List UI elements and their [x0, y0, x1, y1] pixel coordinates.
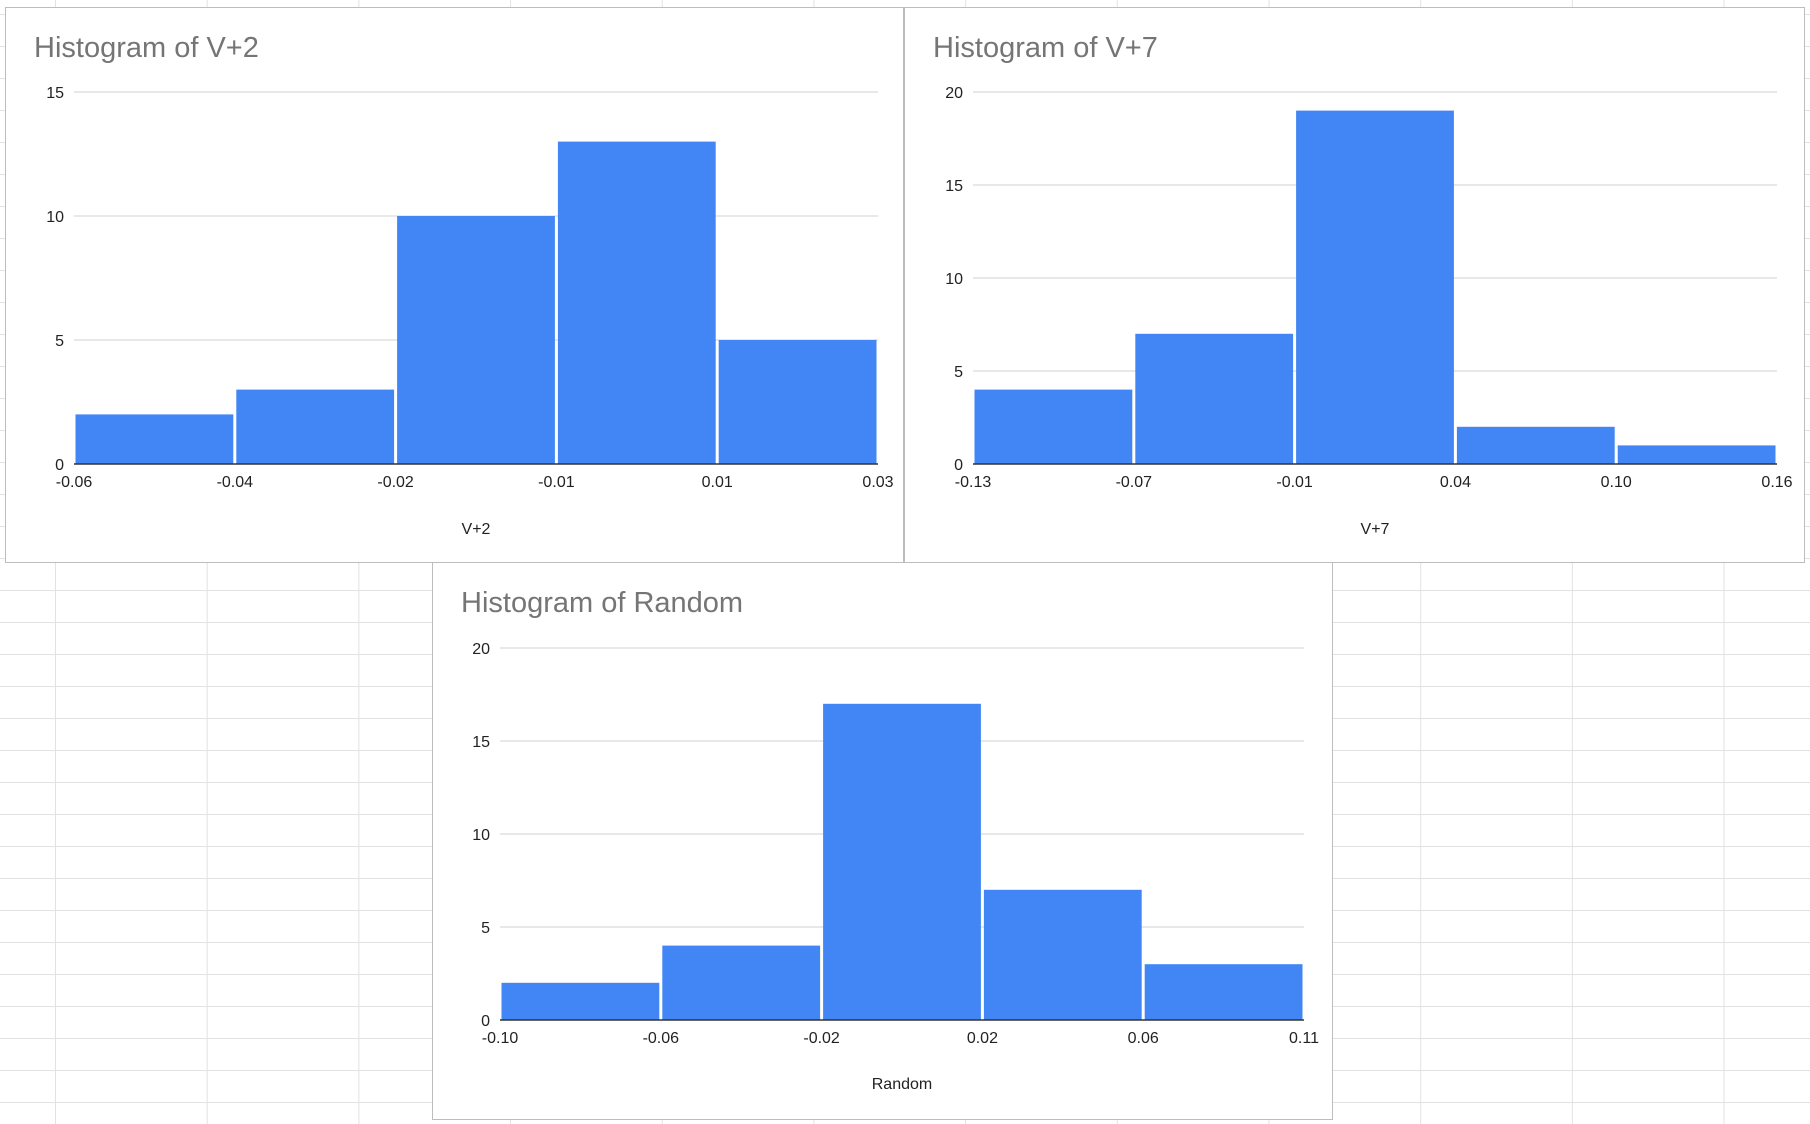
- histogram-bar[interactable]: [75, 414, 234, 464]
- histogram-random-plot: 0 5 10 15 20 -0.10 -0.06 -0.02 0.02 0.06 0.11 Rando…: [472, 641, 1319, 1093]
- x-axis-label: Random: [872, 1076, 932, 1093]
- y-tick-label: 10: [945, 271, 963, 288]
- x-tick-label: -0.06: [643, 1030, 680, 1047]
- x-tick-label: 0.04: [1440, 474, 1471, 491]
- y-tick-label: 20: [472, 641, 490, 658]
- x-axis-label: V+7: [1361, 521, 1390, 538]
- x-tick-label: 0.06: [1128, 1030, 1159, 1047]
- x-tick-label: 0.02: [967, 1030, 998, 1047]
- x-tick-label: 0.03: [862, 474, 893, 491]
- histogram-bar[interactable]: [236, 389, 395, 464]
- y-tick-label: 0: [954, 457, 963, 474]
- chart-title: Histogram of V+7: [933, 32, 1158, 64]
- x-tick-label: 0.11: [1289, 1030, 1319, 1047]
- histogram-bar[interactable]: [1617, 445, 1776, 464]
- y-tick-label: 5: [481, 920, 490, 937]
- histogram-bar[interactable]: [397, 216, 555, 464]
- x-tick-label: -0.04: [217, 474, 254, 491]
- x-tick-label: 0.10: [1601, 474, 1632, 491]
- y-tick-label: 15: [472, 734, 490, 751]
- y-tick-label: 15: [945, 178, 963, 195]
- y-tick-label: 5: [954, 364, 963, 381]
- histogram-bar[interactable]: [1456, 426, 1615, 464]
- histogram-v7-plot: 0 5 10 15 20 -0.13 -0.07 -0.01 0.04 0.10 0.16 V+7: [945, 85, 1792, 538]
- histogram-bar[interactable]: [1296, 110, 1454, 464]
- chart-card-v7[interactable]: Histogram of V+7 0 5 10 15 20 -0.13 -0.07 -0.01…: [904, 7, 1805, 563]
- y-tick-label: 15: [46, 85, 64, 102]
- x-tick-label: -0.01: [1276, 474, 1313, 491]
- histogram-bar[interactable]: [974, 389, 1133, 464]
- histogram-bar[interactable]: [557, 141, 716, 464]
- x-tick-label: 0.16: [1761, 474, 1792, 491]
- x-tick-label: -0.06: [56, 474, 93, 491]
- x-tick-label: -0.01: [538, 474, 575, 491]
- y-tick-label: 10: [46, 209, 64, 226]
- histogram-bar[interactable]: [718, 340, 877, 464]
- x-tick-label: -0.07: [1116, 474, 1153, 491]
- x-tick-label: -0.02: [377, 474, 414, 491]
- y-tick-label: 0: [55, 457, 64, 474]
- chart-card-random[interactable]: Histogram of Random 0 5 10 15 20 -0.10 -0.06 -0…: [432, 562, 1333, 1120]
- histogram-bar[interactable]: [501, 982, 660, 1020]
- y-tick-label: 5: [55, 333, 64, 350]
- y-tick-label: 20: [945, 85, 963, 102]
- chart-card-v2[interactable]: Histogram of V+2 0 5 10 15 -0.06 -0.04 -0.02 -0…: [5, 7, 904, 563]
- y-tick-label: 10: [472, 827, 490, 844]
- x-tick-label: -0.13: [955, 474, 992, 491]
- histogram-bar[interactable]: [662, 945, 821, 1020]
- chart-title: Histogram of V+2: [34, 32, 259, 64]
- chart-title: Histogram of Random: [461, 587, 744, 619]
- histogram-v2-plot: 0 5 10 15 -0.06 -0.04 -0.02 -0.01 0.01 0.03 V+2: [46, 85, 893, 538]
- histogram-bar[interactable]: [1135, 333, 1294, 464]
- x-tick-label: -0.10: [482, 1030, 519, 1047]
- histogram-bar[interactable]: [823, 703, 981, 1020]
- histogram-bar[interactable]: [1144, 964, 1303, 1020]
- x-axis-label: V+2: [462, 521, 491, 538]
- x-tick-label: -0.02: [803, 1030, 840, 1047]
- x-tick-label: 0.01: [702, 474, 733, 491]
- histogram-bar[interactable]: [983, 889, 1142, 1020]
- y-tick-label: 0: [481, 1013, 490, 1030]
